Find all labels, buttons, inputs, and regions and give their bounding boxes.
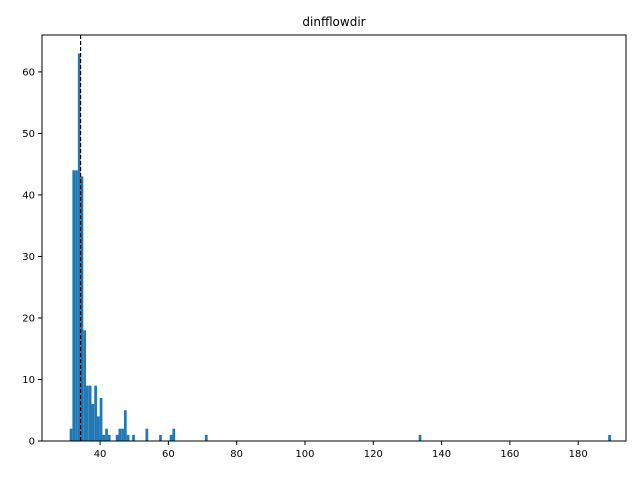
y-tick-label: 30 xyxy=(22,252,35,263)
histogram-bar xyxy=(91,404,95,441)
x-tick-label: 180 xyxy=(569,449,588,460)
y-tick-label: 50 xyxy=(22,129,35,140)
histogram-bar xyxy=(172,428,176,441)
histogram-bar xyxy=(105,428,108,441)
histogram-bar xyxy=(132,434,135,441)
histogram-bar xyxy=(159,434,162,441)
x-tick-label: 100 xyxy=(295,449,314,460)
x-tick-label: 120 xyxy=(364,449,383,460)
histogram-bar xyxy=(123,410,127,441)
y-axis: 0 10 20 30 40 50 60 xyxy=(22,67,42,448)
histogram-bar xyxy=(608,434,611,441)
histogram-bar xyxy=(107,434,111,441)
x-tick-label: 60 xyxy=(162,449,175,460)
x-tick-label: 40 xyxy=(94,449,107,460)
histogram-bar xyxy=(118,428,122,441)
x-tick-label: 80 xyxy=(230,449,243,460)
y-tick-label: 10 xyxy=(22,375,35,386)
histogram-bar xyxy=(83,330,87,441)
x-tick-label: 160 xyxy=(500,449,519,460)
bars xyxy=(69,53,611,442)
histogram-bar xyxy=(75,170,78,442)
histogram-bar xyxy=(88,385,92,441)
histogram-bar xyxy=(69,428,73,441)
histogram-bar xyxy=(102,434,106,441)
histogram-bar xyxy=(94,385,97,441)
x-axis: 40 60 80 100 120 140 160 180 xyxy=(94,441,588,460)
histogram-bar xyxy=(145,428,149,441)
chart-title: dinfflowdir xyxy=(302,15,365,29)
histogram-bar xyxy=(99,397,103,441)
y-tick-label: 20 xyxy=(22,313,35,324)
y-tick-label: 60 xyxy=(22,67,35,78)
histogram-bar xyxy=(121,428,124,441)
histogram-bar xyxy=(80,176,84,441)
histogram-bar xyxy=(418,434,422,441)
histogram-bar xyxy=(115,434,119,441)
histogram-bar xyxy=(86,385,89,441)
y-tick-label: 0 xyxy=(29,437,35,448)
histogram-bar xyxy=(77,53,81,442)
histogram-bar xyxy=(204,434,208,441)
plot-frame xyxy=(41,34,627,442)
histogram-bar xyxy=(72,170,76,442)
x-tick-label: 140 xyxy=(432,449,451,460)
histogram-bar xyxy=(96,416,100,441)
histogram-bar xyxy=(169,434,173,441)
histogram-bar xyxy=(126,434,130,441)
y-tick-label: 40 xyxy=(22,190,35,201)
